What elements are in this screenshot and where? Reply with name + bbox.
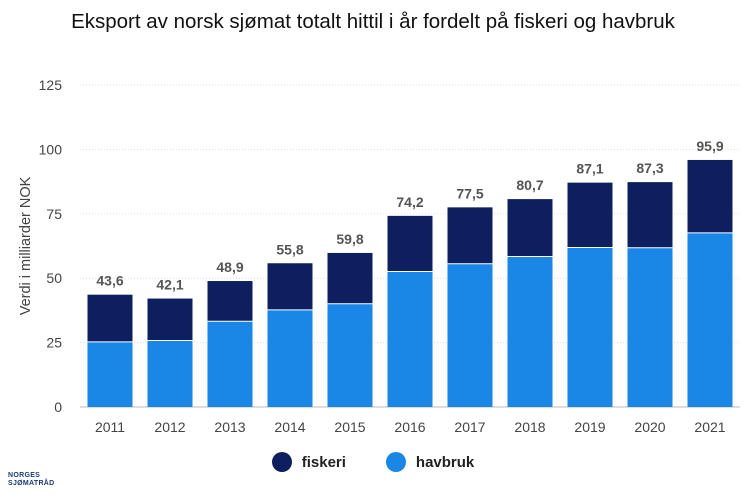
bar-fiskeri (387, 215, 433, 272)
bar-havbruk (147, 340, 193, 407)
total-data-label: 80,7 (516, 177, 543, 193)
bar-fiskeri (567, 182, 613, 248)
bar-fiskeri (447, 207, 493, 264)
total-data-label: 55,8 (276, 241, 303, 257)
y-axis-title: Verdi i milliarder NOK (18, 176, 34, 315)
y-tick-label: 100 (39, 141, 63, 157)
bar-havbruk (207, 321, 253, 407)
x-tick-label: 2019 (574, 419, 605, 435)
legend-swatch-havbruk (385, 452, 406, 472)
total-data-label: 48,9 (216, 259, 243, 275)
logo-line-1: NORGES (8, 472, 41, 479)
norges-sjomatrad-logo: NORGES SJØMATRÅD (8, 472, 55, 488)
bar-havbruk (507, 256, 553, 407)
bar-fiskeri (147, 298, 193, 341)
legend-item-fiskeri[interactable]: fiskeri (271, 452, 346, 472)
x-tick-label: 2017 (454, 419, 485, 435)
y-tick-label: 125 (39, 77, 63, 93)
bar-fiskeri (207, 281, 253, 322)
total-data-label: 42,1 (156, 277, 183, 293)
bar-havbruk (567, 247, 613, 407)
logo-line-2: SJØMATRÅD (8, 480, 55, 487)
total-data-label: 87,1 (576, 161, 603, 177)
total-data-label: 95,9 (696, 138, 723, 154)
y-tick-label: 25 (46, 335, 62, 351)
x-tick-label: 2020 (634, 419, 665, 435)
total-data-label: 43,6 (96, 273, 123, 289)
x-tick-label: 2013 (214, 419, 245, 435)
x-tick-label: 2012 (154, 419, 185, 435)
x-tick-label: 2015 (334, 419, 365, 435)
bar-fiskeri (627, 182, 673, 248)
legend: fiskeri havbruk (0, 452, 746, 472)
total-data-label: 87,3 (636, 160, 663, 176)
bar-havbruk (687, 232, 733, 407)
bar-fiskeri (87, 294, 133, 342)
legend-swatch-fiskeri (271, 452, 292, 472)
total-data-label: 74,2 (396, 194, 423, 210)
chart-title: Eksport av norsk sjømat totalt hittil i … (71, 10, 675, 33)
bar-havbruk (327, 303, 373, 407)
bar-havbruk (387, 271, 433, 407)
x-tick-label: 2018 (514, 419, 545, 435)
bar-fiskeri (507, 199, 553, 257)
legend-item-havbruk[interactable]: havbruk (385, 452, 475, 472)
bar-havbruk (447, 263, 493, 407)
bar-havbruk (627, 247, 673, 407)
y-tick-label: 50 (46, 270, 62, 286)
y-tick-label: 0 (54, 399, 62, 415)
x-tick-label: 2014 (274, 419, 305, 435)
total-data-label: 59,8 (336, 231, 363, 247)
legend-label-havbruk: havbruk (415, 453, 475, 471)
x-tick-label: 2021 (694, 419, 725, 435)
bar-havbruk (87, 341, 133, 407)
x-tick-label: 2011 (95, 419, 125, 435)
total-data-label: 77,5 (456, 185, 483, 201)
bar-fiskeri (687, 159, 733, 233)
y-tick-label: 75 (46, 206, 62, 222)
bar-fiskeri (327, 252, 373, 304)
x-tick-label: 2016 (394, 419, 425, 435)
bar-havbruk (267, 309, 313, 407)
bar-fiskeri (267, 263, 313, 310)
legend-label-fiskeri: fiskeri (301, 453, 346, 471)
